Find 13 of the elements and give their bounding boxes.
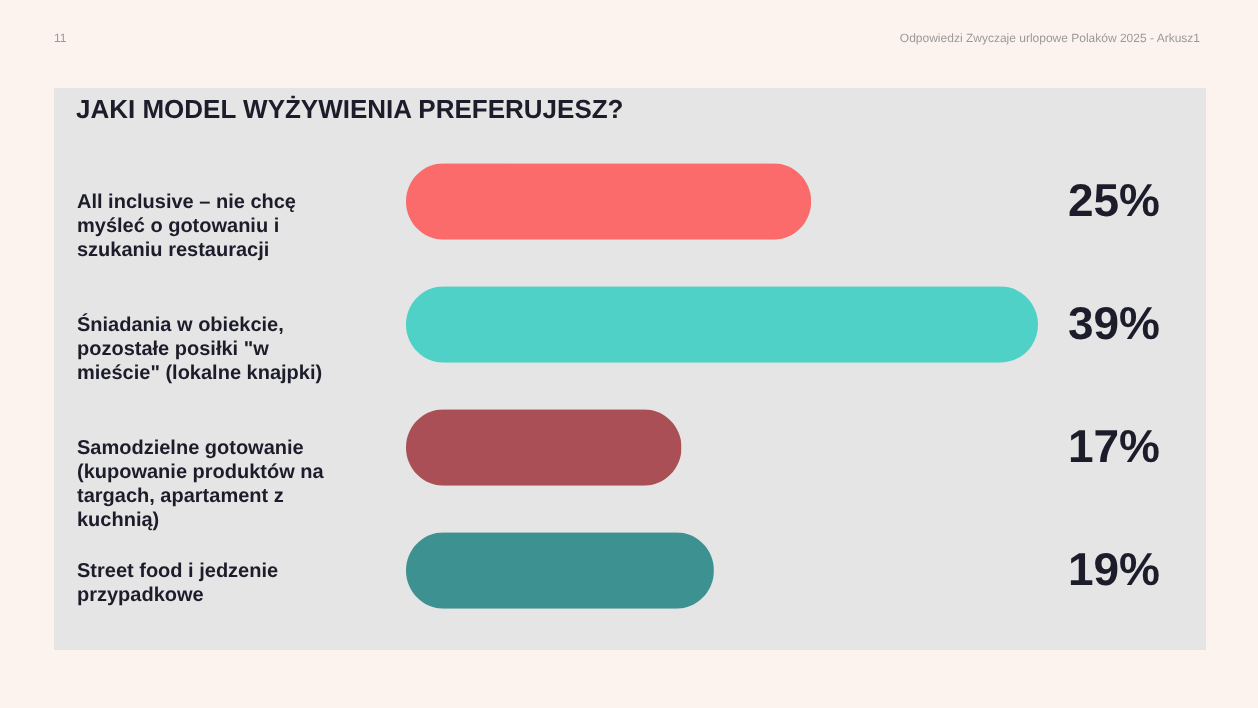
data-label: 19% [1067, 542, 1160, 595]
bar [406, 286, 1038, 363]
y-tick-label: Samodzielne gotowanie (kupowanie produktów na targach, apartament z kuchnią) [77, 437, 325, 532]
y-tick-label: Street food i jedzenie przypadkowe [77, 560, 280, 607]
data-label: 25% [1067, 173, 1160, 226]
y-tick-label: Śniadania w obiekcie, pozostałe posiłki "w mieście" (lokalne knajpki) [77, 312, 323, 385]
y-tick-label: All inclusive – nie chcę myśleć o gotowaniu i szukaniu restauracji [77, 191, 297, 262]
bar [406, 163, 812, 240]
data-label: 39% [1067, 296, 1160, 349]
bar [406, 532, 714, 609]
chart-title: JAKI MODEL WYŻYWIENIA PREFERUJESZ? [76, 94, 624, 124]
bar [406, 409, 682, 486]
data-label: 17% [1067, 419, 1160, 472]
